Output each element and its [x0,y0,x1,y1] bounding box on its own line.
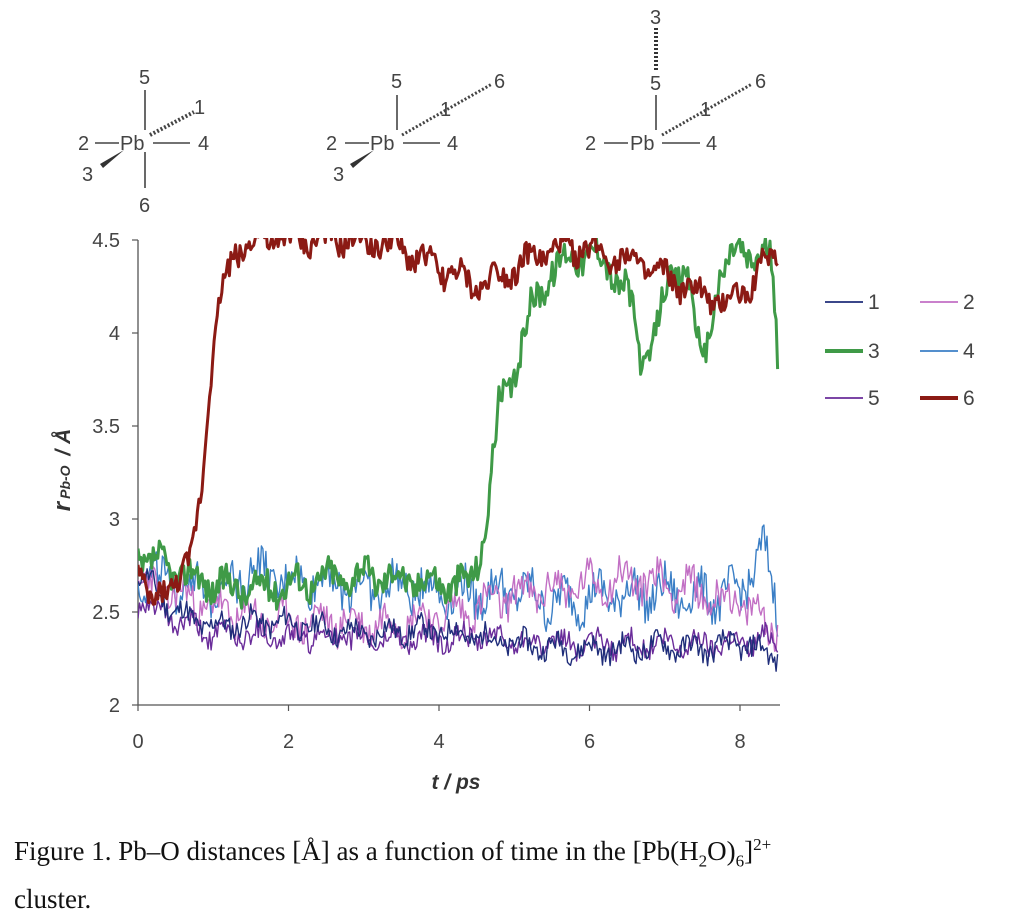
diagram-3-center: Pb [630,133,654,155]
x-tick-label: 6 [584,731,595,753]
legend-label-4: 4 [963,340,975,363]
legend-label-3: 3 [868,340,880,363]
legend-label-6: 6 [963,387,975,410]
axis-ticks: 22.533.544.50 2 4 6 8 [92,230,745,753]
diagram-1-label-right: 4 [198,133,209,155]
y-tick-label: 3.5 [92,416,120,438]
caption-formula-c: ] [744,836,754,866]
caption-text: Figure 1. Pb–O distances [Å] as a functi… [14,836,633,866]
caption-line2: cluster. [14,884,92,915]
chart-axes [137,240,780,706]
figure: Pb 5 2 4 3 1 6 Pb 5 2 4 3 1 6 3 Pb 5 2 4… [49,7,975,794]
y-tick-label: 4.5 [92,230,120,252]
caption-charge: 2+ [753,835,772,854]
y-tick-label: 2 [109,695,120,717]
caption-formula: [Pb(H [632,836,699,866]
diagram-1-label-top: 5 [139,67,150,89]
legend-label-5: 5 [868,387,880,410]
caption-formula-b: O) [707,836,736,866]
diagram-1-label-wedge: 3 [82,164,93,186]
diagram-2-label-wedge: 3 [333,164,344,186]
caption-sub-2: 2 [698,851,708,871]
y-tick-label: 4 [109,323,120,345]
diagram-3-label-far: 6 [755,71,766,93]
series-2-line [138,555,779,652]
series-5-line [138,599,779,663]
x-axis-label: t / ps [431,771,480,794]
diagram-1-center: Pb [120,133,144,155]
x-tick-label: 2 [283,731,294,753]
series-6-line [138,238,779,606]
diagram-2-label-right: 4 [447,133,458,155]
structure-diagram-2: Pb 5 2 4 3 1 6 [326,71,505,186]
legend-label-1: 1 [868,291,880,314]
y-tick-label: 3 [109,509,120,531]
y-axis-label: rPb-O / Å [49,429,76,511]
diagram-1-label-dashed: 1 [194,97,205,119]
structure-diagram-3: 3 Pb 5 2 4 1 6 [585,7,766,155]
x-tick-label: 4 [433,731,444,753]
series-3-line [138,238,780,611]
diagram-3-label-upper: 5 [650,73,661,95]
x-tick-label: 0 [132,731,143,753]
structure-diagram-1: Pb 5 2 4 3 1 6 [78,67,209,217]
diagram-2-label-top: 5 [391,71,402,93]
caption-sub-6: 6 [735,851,745,871]
diagram-3-label-top: 3 [650,7,661,29]
diagram-3-label-right: 4 [706,133,717,155]
diagram-3-label-left: 2 [585,133,596,155]
diagram-2-label-left: 2 [326,133,337,155]
figure-caption: Figure 1. Pb–O distances [Å] as a functi… [14,826,999,918]
series-1-line [138,568,779,672]
diagram-1-label-left: 2 [78,133,89,155]
x-tick-label: 8 [734,731,745,753]
y-tick-label: 2.5 [92,602,120,624]
legend: 1 2 3 4 5 6 [825,291,975,410]
diagram-2-center: Pb [370,133,394,155]
diagram-1-label-bottom: 6 [139,195,150,217]
diagram-2-label-far: 6 [494,71,505,93]
series-layer [138,238,780,672]
legend-label-2: 2 [963,291,975,314]
diagram-2-label-middle: 1 [440,99,451,121]
diagram-3-label-middle: 1 [700,99,711,121]
